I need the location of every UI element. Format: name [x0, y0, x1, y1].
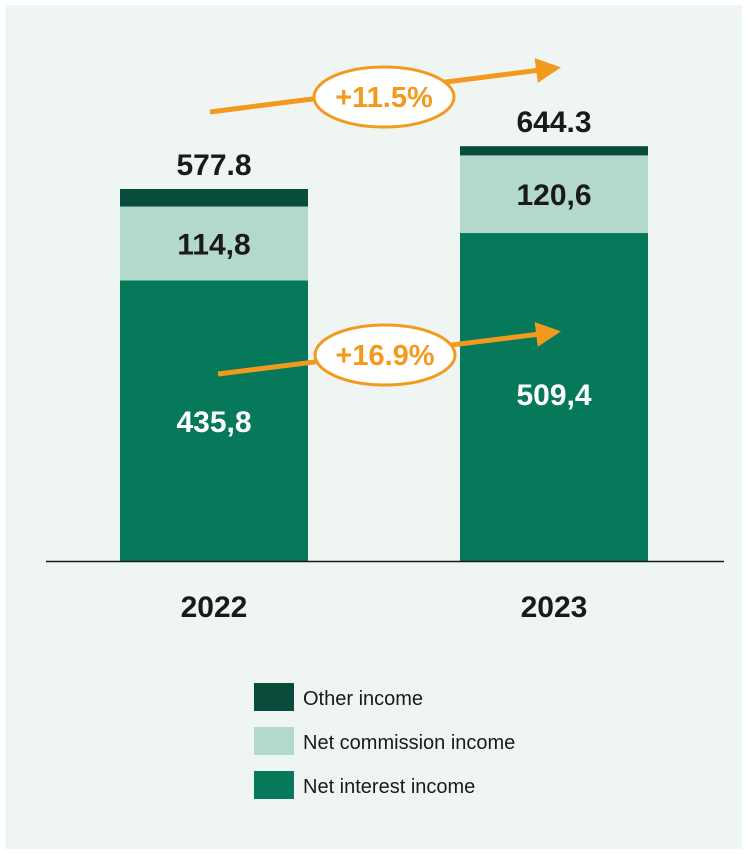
total-label-2022: 577.8 — [176, 149, 251, 182]
legend-label-net-commission-income: Net commission income — [303, 732, 515, 754]
growth-label-net-interest: +16.9% — [335, 340, 434, 372]
bar-net-commission-2022 — [120, 206, 308, 281]
data-label-net-interest-2022: 435,8 — [176, 406, 251, 439]
legend-swatch-net-interest-income — [254, 771, 294, 799]
bar-other-income-2022 — [120, 189, 308, 207]
legend-swatch-other-income — [254, 683, 294, 711]
x-tick-label-2022: 2022 — [181, 591, 248, 624]
total-label-2023: 644.3 — [516, 106, 591, 139]
growth-label-total: +11.5% — [335, 82, 433, 114]
growth-pill-total — [312, 65, 456, 129]
bar-other-income-2023 — [460, 146, 648, 156]
data-label-net-interest-2023: 509,4 — [516, 379, 591, 412]
legend-label-other-income: Other income — [303, 688, 423, 710]
bar-net-interest-2022 — [120, 280, 308, 561]
legend-label-net-interest-income: Net interest income — [303, 776, 475, 798]
growth-pill-net-interest — [313, 323, 457, 387]
bar-net-commission-2023 — [460, 155, 648, 234]
bar-net-interest-2023 — [460, 233, 648, 561]
data-label-net-commission-2023: 120,6 — [516, 179, 591, 212]
legend-swatch-net-commission-income — [254, 727, 294, 755]
x-tick-label-2023: 2023 — [521, 591, 588, 624]
data-label-net-commission-2022: 114,8 — [177, 228, 250, 261]
